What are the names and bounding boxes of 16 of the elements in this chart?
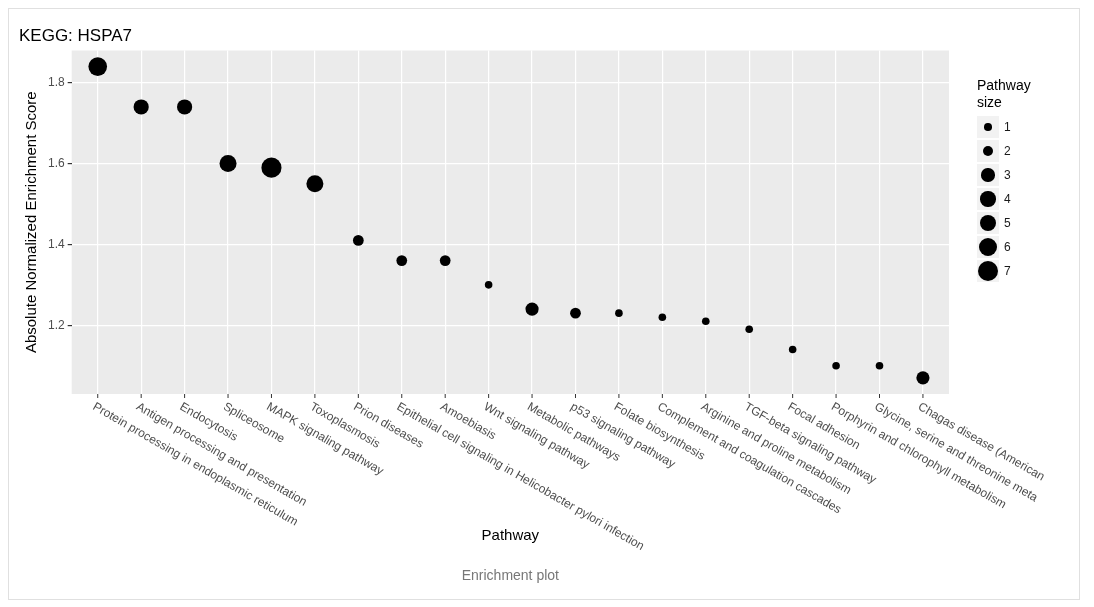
y-tick-label: 1.6 — [47, 155, 65, 170]
y-tick-label: 1.2 — [47, 317, 65, 332]
legend-label: 2 — [1004, 144, 1011, 158]
legend-label: 5 — [1004, 216, 1011, 230]
y-tick-label: 1.4 — [47, 236, 65, 251]
legend-label: 6 — [1004, 240, 1011, 254]
text: Enrichment plot — [461, 566, 560, 583]
legend-label: 7 — [1004, 264, 1011, 278]
legend-label: 1 — [1004, 120, 1011, 134]
chart-title: KEGG: HSPA7 — [19, 25, 133, 45]
legend-label: 3 — [1004, 168, 1011, 182]
legend-label: 4 — [1004, 192, 1011, 206]
x-axis-title: Pathway — [481, 526, 540, 544]
y-axis-title: Absolute Normalized Enrichment Score — [22, 91, 40, 354]
y-tick-label: 1.8 — [47, 75, 65, 90]
legend-title: Pathway size — [977, 77, 1032, 111]
